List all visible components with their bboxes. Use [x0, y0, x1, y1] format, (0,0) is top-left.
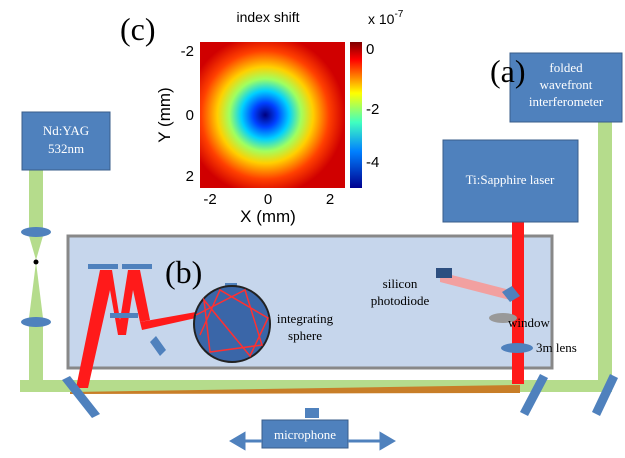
- heatmap: [200, 42, 345, 188]
- colorbar-tick-label: -4: [366, 154, 379, 171]
- label: integrating: [277, 311, 334, 326]
- x-tick-label: -2: [203, 191, 216, 208]
- panel-label: (b): [165, 254, 202, 290]
- photodiode: [436, 268, 452, 278]
- colorbar-tick-label: 0: [366, 41, 374, 58]
- x-tick-label: 0: [264, 191, 272, 208]
- multiplier: x 10-7: [368, 9, 404, 27]
- label: Nd:YAG: [43, 123, 89, 138]
- y-tick-label: 2: [186, 168, 194, 185]
- label: 3m lens: [536, 340, 577, 355]
- label: folded: [549, 60, 583, 75]
- label: sphere: [288, 328, 322, 343]
- x-label: X (mm): [240, 207, 296, 226]
- colorbar-tick-label: -2: [366, 101, 379, 118]
- y-tick-label: -2: [181, 43, 194, 60]
- label: 532nm: [48, 141, 84, 156]
- multiplier-exponent: -7: [394, 9, 403, 20]
- label: microphone: [274, 427, 336, 442]
- y-tick-label: 0: [186, 107, 194, 124]
- label: window: [508, 315, 551, 330]
- panel-label: (c): [120, 11, 156, 47]
- label: silicon: [383, 276, 418, 291]
- label: wavefront: [540, 77, 593, 92]
- label: Ti:Sapphire laser: [466, 172, 555, 187]
- y-label: Y (mm): [155, 87, 174, 142]
- diagram: Nd:YAG 532nm Ti:Sapphire laser folded wa…: [0, 0, 625, 458]
- focus: [34, 260, 39, 265]
- label: photodiode: [371, 293, 430, 308]
- inset-title: index shift: [236, 9, 299, 25]
- multiplier-base: x 10: [368, 11, 395, 27]
- panel-label: (a): [490, 53, 526, 89]
- label: interferometer: [529, 94, 604, 109]
- x-tick-label: 2: [326, 191, 334, 208]
- colorbar: [350, 42, 362, 188]
